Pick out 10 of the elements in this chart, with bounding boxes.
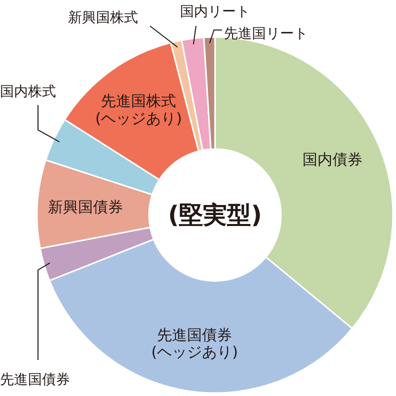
slice-label: 国内債券: [302, 150, 363, 169]
text: (堅実型): [168, 201, 262, 229]
slice-label: 国内株式: [0, 84, 56, 100]
slice-label: 新興国債券: [48, 198, 123, 216]
slice-label: 新興国株式: [68, 10, 138, 26]
slice-label: 先進国債券 (ヘッジあり): [151, 326, 238, 362]
slice-label: 先進国リート: [224, 26, 308, 42]
slice-label: 先進国株式 (ヘッジあり): [95, 92, 182, 128]
slice-label: 先進国債券: [0, 372, 70, 388]
slice-label: 国内リート: [180, 4, 250, 20]
